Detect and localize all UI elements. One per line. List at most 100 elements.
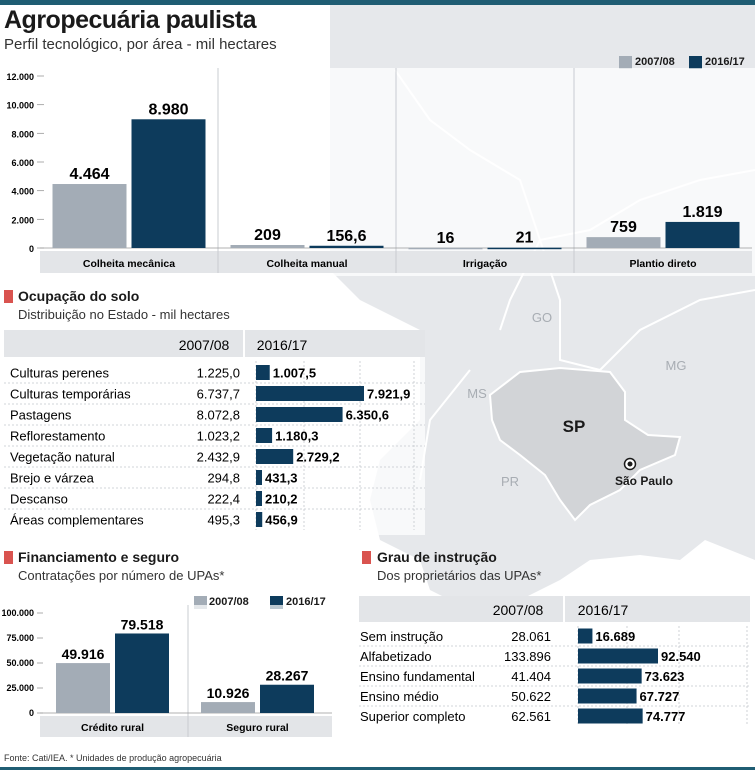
map-capital-label: São Paulo (615, 474, 673, 488)
row-label-ensino-medio: Ensino médio (360, 689, 439, 704)
chart2-value-label: 28.267 (266, 668, 309, 684)
chart1-value-label: 209 (254, 227, 281, 244)
row-value-2016: 456,9 (265, 513, 298, 528)
row-value-2007: 222,4 (207, 492, 240, 507)
row-value-2007: 1.023,2 (197, 429, 240, 444)
chart1-value-label: 16 (437, 230, 455, 247)
legend-label-2016: 2016/17 (705, 56, 745, 68)
instrucao-subtitle: Dos proprietários das UPAs* (377, 568, 542, 583)
page-subtitle: Perfil tecnológico, por área - mil hecta… (4, 36, 277, 53)
chart1-value-label: 8.980 (148, 101, 188, 118)
row-label-brejo-e-varzea: Brejo e várzea (10, 471, 95, 486)
page-title: Agropecuária paulista (4, 6, 257, 34)
row-value-2007: 28.061 (511, 629, 551, 644)
chart1-ytick: 10.000 (6, 101, 34, 111)
chart2-bar (56, 663, 110, 713)
chart1-ytick: 12.000 (6, 72, 34, 82)
row-bar-2016 (256, 365, 270, 380)
chart1-bar (665, 221, 740, 248)
row-label-culturas-temporarias: Culturas temporárias (10, 387, 131, 402)
chart1-category-label: Plantio direto (629, 258, 696, 270)
chart1-bar (230, 245, 305, 248)
map-label-ms: MS (467, 386, 487, 401)
table-panel (0, 330, 425, 535)
row-value-2016: 1.007,5 (273, 366, 316, 381)
bottom-rule (0, 767, 755, 770)
chart2-category-band (40, 716, 332, 737)
chart1-category-label: Irrigação (463, 258, 507, 270)
row-bar-2016 (578, 668, 642, 684)
chart1-value-label: 21 (516, 230, 534, 247)
row-bar-2016 (578, 688, 637, 704)
row-label-reflorestamento: Reflorestamento (10, 429, 105, 444)
row-label-culturas-perenes: Culturas perenes (10, 366, 109, 381)
map-label-go: GO (532, 310, 552, 325)
row-bar-2016 (578, 648, 658, 664)
row-value-2007: 294,8 (207, 471, 240, 486)
table-col-header-2016: 2016/17 (257, 337, 308, 353)
row-bar-2016 (256, 428, 273, 443)
financiamento-chart: 0 25.000 50.000 75.000 100.000 Crédito rural S… (0, 605, 335, 740)
table-header-band (359, 596, 750, 622)
row-bar-2016 (256, 470, 262, 485)
row-label-ensino-fundamental: Ensino fundamental (360, 669, 475, 684)
row-value-2016: 1.180,3 (275, 429, 318, 444)
map-label-mg: MG (666, 358, 687, 373)
row-label-sem-instrucao: Sem instrução (360, 629, 443, 644)
sp-state-shape (488, 366, 682, 522)
chart2-value-label: 10.926 (207, 685, 250, 701)
row-bar-2016 (256, 407, 343, 422)
chart2-ytick: 75.000 (6, 633, 34, 643)
chart2-ytick: 25.000 (6, 683, 34, 693)
row-value-2016: 92.540 (661, 649, 701, 664)
chart1-value-label: 156,6 (326, 228, 366, 245)
row-value-2016: 74.777 (646, 709, 686, 724)
chart1-bar (309, 245, 384, 248)
chart1-bar (487, 247, 562, 250)
chart2-value-label: 79.518 (121, 616, 164, 632)
row-value-2007: 133.896 (504, 649, 551, 664)
row-bar-2016 (578, 708, 643, 724)
ocupacao-title: Ocupação do solo (18, 288, 140, 304)
row-value-2007: 1.225,0 (197, 366, 240, 381)
chart1-ytick: 6.000 (11, 158, 34, 168)
chart1-ytick: 8.000 (11, 129, 34, 139)
chart2-ytick: 100.000 (1, 608, 34, 618)
row-value-2016: 67.727 (640, 689, 680, 704)
instrucao-table: 2007/08 2016/17 Sem instrução 28.061 16.689 A… (357, 596, 750, 731)
chart1-value-label: 4.464 (69, 166, 109, 183)
chart1-bar (52, 184, 127, 248)
legend-swatch-2016 (689, 56, 702, 69)
row-value-2016: 7.921,9 (367, 387, 410, 402)
row-value-2007: 495,3 (207, 513, 240, 528)
financiamento-title: Financiamento e seguro (18, 549, 180, 565)
section-marker-instrucao (362, 551, 371, 564)
table-col-header-2016: 2016/17 (578, 602, 629, 618)
row-value-2016: 431,3 (265, 471, 298, 486)
row-value-2007: 41.404 (511, 669, 551, 684)
chart2-ytick: 50.000 (6, 658, 34, 668)
map-label-pr: PR (501, 474, 519, 489)
ocupacao-table: 2007/08 2016/17 Culturas perenes 1.225,0 1.0… (0, 330, 425, 535)
row-value-2016: 73.623 (645, 669, 685, 684)
map-label-sp: SP (563, 417, 586, 436)
chart2-ytick: 0 (29, 708, 34, 718)
chart2-category-label: Seguro rural (226, 722, 289, 734)
row-label-alfabetizado: Alfabetizado (360, 649, 432, 664)
chart1-ytick: 0 (29, 244, 34, 254)
top-rule (0, 0, 755, 5)
row-value-2016: 210,2 (265, 492, 298, 507)
chart1-ytick: 2.000 (11, 215, 34, 225)
chart1-value-label: 759 (610, 219, 637, 236)
row-label-pastagens: Pastagens (10, 408, 72, 423)
table-col-header-2007: 2007/08 (493, 602, 544, 618)
chart1-bar (408, 247, 483, 250)
chart1-category-label: Colheita mecânica (83, 258, 175, 270)
ocupacao-subtitle: Distribuição no Estado - mil hectares (18, 307, 230, 322)
chart2-bar (115, 633, 169, 713)
row-bar-2016 (256, 491, 262, 506)
row-value-2007: 6.737,7 (197, 387, 240, 402)
chart2-bar (260, 684, 314, 713)
row-value-2007: 50.622 (511, 689, 551, 704)
chart2-bar (201, 702, 255, 713)
